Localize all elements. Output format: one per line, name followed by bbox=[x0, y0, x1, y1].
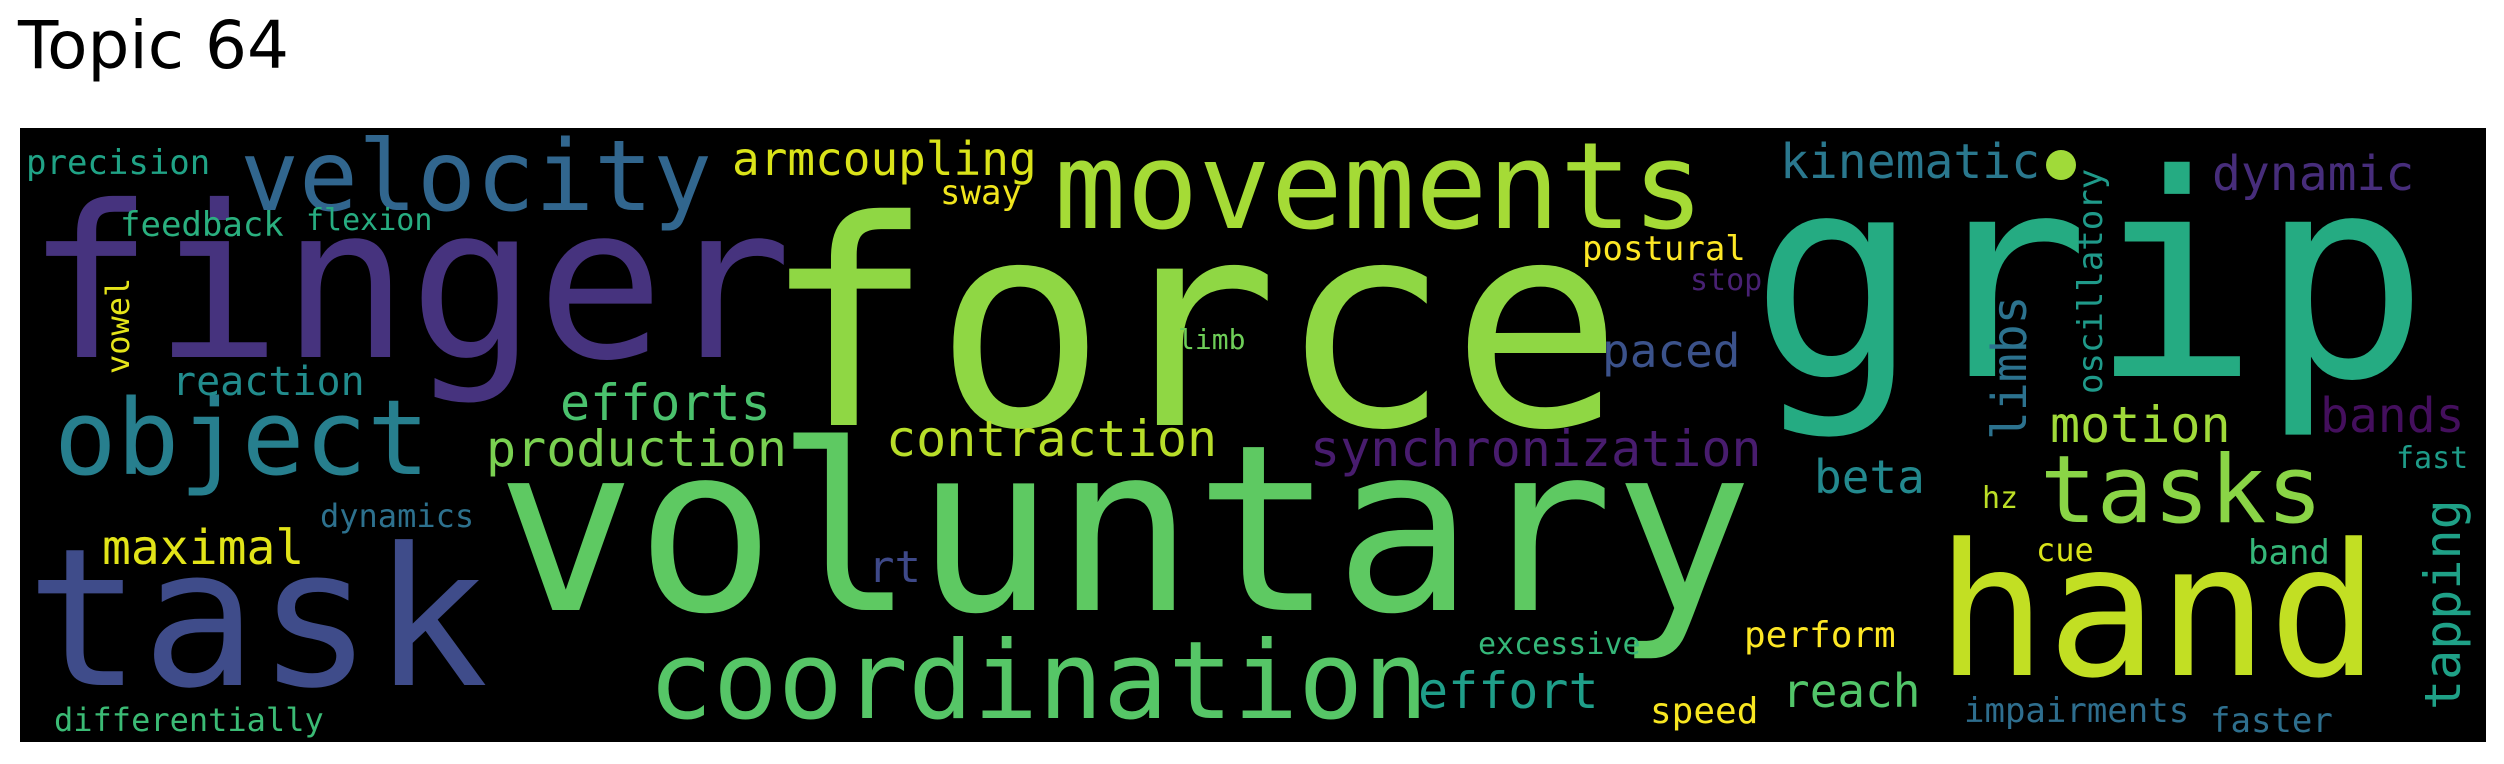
word-speed: speed bbox=[1650, 691, 1759, 732]
word-movements: movements bbox=[1054, 128, 1705, 257]
word-flexion: flexion bbox=[306, 203, 433, 238]
word-hz: hz bbox=[1982, 481, 2019, 516]
dot-mark bbox=[2046, 150, 2076, 180]
word-bands: bands bbox=[2320, 388, 2465, 444]
word-paced: paced bbox=[1602, 324, 1741, 378]
word-postural: postural bbox=[1582, 229, 1746, 269]
word-rt: rt bbox=[868, 542, 921, 593]
word-reaction: reaction bbox=[172, 359, 365, 405]
word-contraction: contraction bbox=[886, 410, 1218, 468]
word-effort: effort bbox=[1418, 662, 1599, 720]
word-tapping: tapping bbox=[2414, 499, 2472, 710]
word-impairments: impairments bbox=[1964, 691, 2190, 731]
word-feedback: feedback bbox=[120, 205, 284, 245]
word-hand: hand bbox=[1936, 505, 2380, 719]
word-stop: stop bbox=[1690, 263, 1763, 298]
word-vowel: vowel bbox=[99, 277, 137, 374]
word-finger: finger bbox=[26, 160, 792, 407]
word-force: force bbox=[762, 161, 1623, 493]
word-cloud: force grip voluntary finger hand task mo… bbox=[20, 128, 2486, 742]
word-excessive: excessive bbox=[1478, 627, 1641, 662]
word-efforts: efforts bbox=[560, 374, 771, 432]
word-band: band bbox=[2248, 533, 2330, 573]
word-fast: fast bbox=[2396, 441, 2469, 476]
word-grip: grip bbox=[1750, 128, 2430, 443]
word-production: production bbox=[486, 420, 788, 478]
word-oscillatory: oscillatory bbox=[2071, 168, 2111, 394]
word-sway: sway bbox=[940, 173, 1022, 213]
word-precision: precision bbox=[26, 143, 211, 183]
word-perform: perform bbox=[1744, 615, 1896, 656]
word-maximal: maximal bbox=[102, 520, 305, 576]
word-voluntary: voluntary bbox=[496, 395, 1754, 665]
word-velocity: velocity bbox=[240, 128, 713, 234]
word-tasks: tasks bbox=[2040, 436, 2323, 545]
word-dynamic: dynamic bbox=[2212, 146, 2415, 202]
word-limbs: limbs bbox=[1982, 295, 2038, 441]
word-reach: reach bbox=[1782, 664, 1921, 718]
word-faster: faster bbox=[2210, 701, 2333, 741]
word-armcoupling: armcoupling bbox=[732, 132, 1037, 186]
word-differentially: differentially bbox=[54, 701, 324, 739]
word-limb: limb bbox=[1178, 323, 1246, 356]
word-task: task bbox=[26, 508, 489, 731]
word-cue: cue bbox=[2036, 531, 2094, 569]
word-synchronization: synchronization bbox=[1310, 420, 1762, 478]
word-kinematic: kinematic bbox=[1780, 134, 2041, 190]
word-object: object bbox=[54, 377, 430, 499]
word-motion: motion bbox=[2050, 396, 2231, 454]
word-beta: beta bbox=[1814, 450, 1925, 504]
word-coordination: coordination bbox=[648, 619, 1429, 742]
word-dynamics: dynamics bbox=[320, 497, 475, 535]
page-title: Topic 64 bbox=[18, 7, 289, 84]
